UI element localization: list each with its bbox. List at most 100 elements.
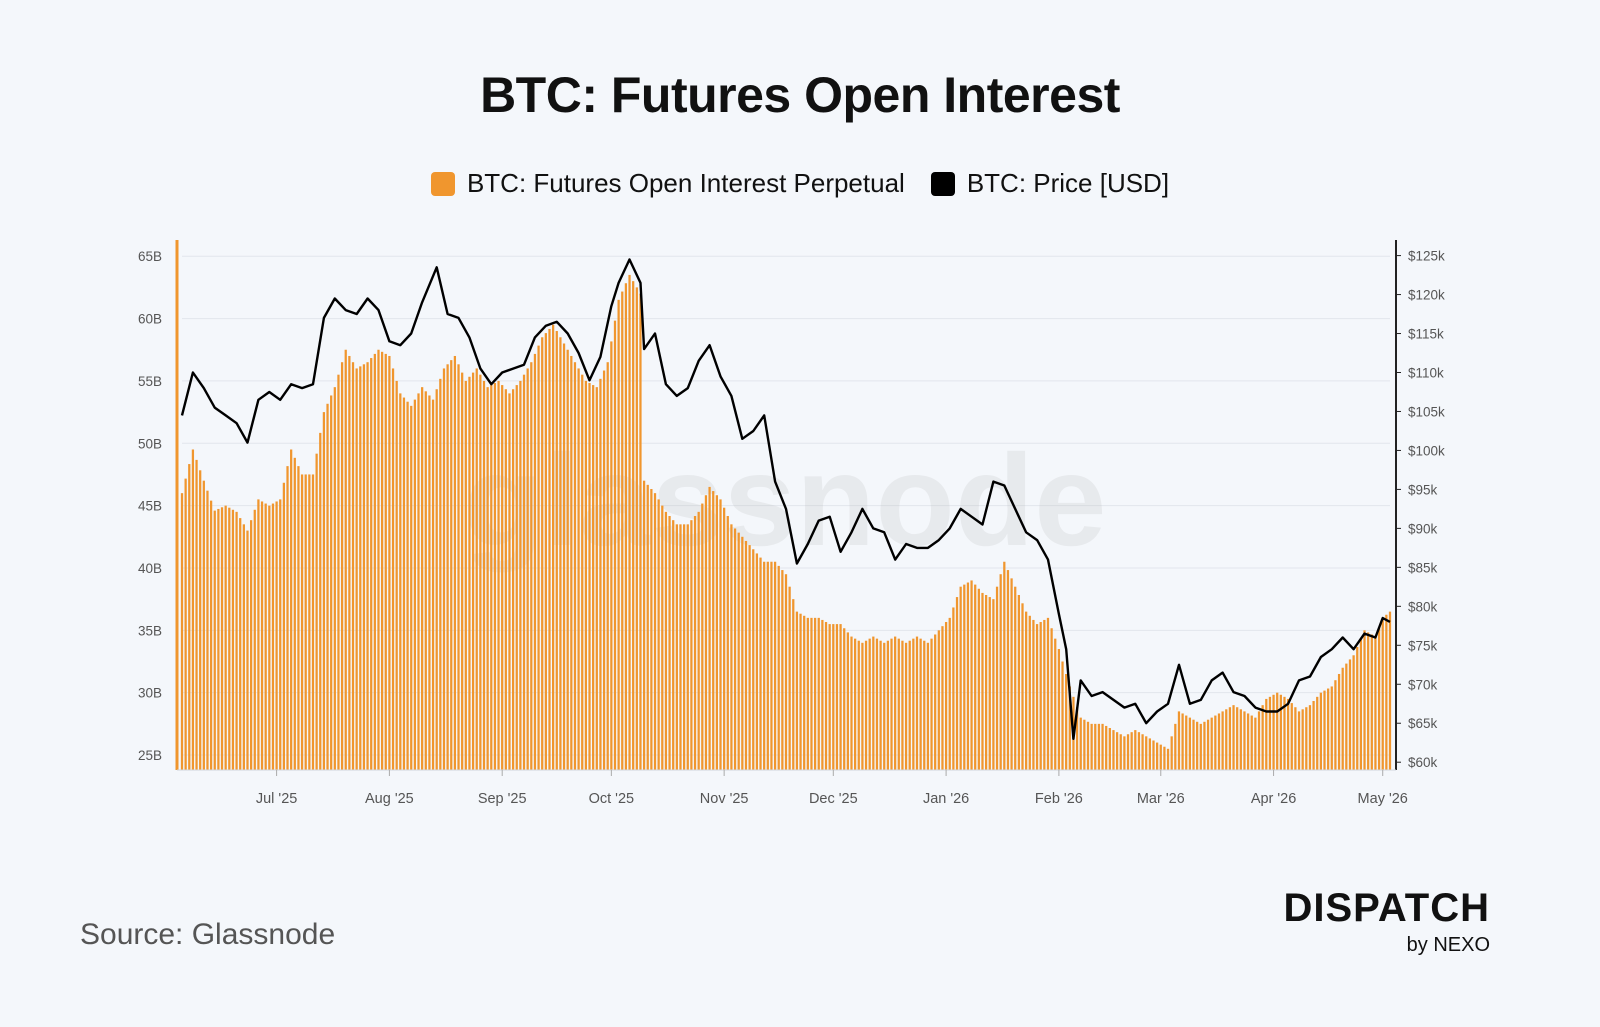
- oi-bar: [1014, 586, 1017, 770]
- oi-bar: [872, 636, 875, 770]
- oi-bar: [355, 368, 358, 770]
- oi-bar: [890, 638, 893, 770]
- oi-bar: [642, 480, 646, 770]
- oi-bar: [566, 349, 569, 770]
- source-label: Source: Glassnode: [80, 918, 336, 951]
- legend-item-open-interest[interactable]: BTC: Futures Open Interest Perpetual: [430, 168, 905, 199]
- oi-bar: [435, 389, 438, 770]
- oi-bar: [260, 501, 264, 770]
- oi-bar: [835, 624, 839, 770]
- oi-bar: [748, 545, 751, 770]
- oi-bar: [1305, 707, 1308, 770]
- oi-bar: [1272, 694, 1275, 770]
- oi-bar: [188, 464, 191, 770]
- oi-bar: [1203, 721, 1206, 770]
- oi-bar: [1257, 711, 1261, 770]
- oi-bar: [1265, 698, 1268, 770]
- oi-bar: [541, 337, 544, 770]
- y-right-tick-label: $80k: [1408, 599, 1438, 614]
- oi-bar: [1108, 728, 1111, 770]
- oi-bar: [1152, 740, 1155, 770]
- oi-bar: [486, 387, 489, 770]
- oi-bar: [1261, 705, 1264, 770]
- oi-bar: [228, 507, 231, 770]
- oi-bar: [552, 324, 555, 770]
- oi-bar: [723, 507, 726, 770]
- oi-bar: [854, 638, 857, 770]
- oi-bar: [1166, 748, 1170, 770]
- oi-bar: [1130, 732, 1133, 770]
- oi-bar: [995, 586, 999, 770]
- oi-bar: [875, 638, 879, 770]
- oi-bar: [544, 333, 547, 770]
- y-right-tick-label: $125k: [1408, 249, 1445, 264]
- oi-bar: [1017, 594, 1020, 770]
- oi-bar: [180, 493, 184, 770]
- x-tick-label: Sep '25: [478, 791, 527, 807]
- oi-bar: [981, 592, 984, 770]
- oi-bar: [1206, 719, 1210, 770]
- oi-bar: [904, 642, 908, 770]
- oi-bar: [632, 281, 635, 770]
- x-tick-label: Oct '25: [589, 791, 634, 807]
- oi-bar: [1228, 707, 1232, 770]
- y-right-tick-label: $115k: [1408, 327, 1444, 342]
- oi-bar: [1126, 734, 1130, 770]
- legend-item-price[interactable]: BTC: Price [USD]: [930, 168, 1169, 199]
- oi-bar: [1225, 709, 1228, 770]
- oi-bar: [599, 378, 602, 770]
- oi-bar: [1083, 719, 1086, 770]
- oi-bar: [1188, 717, 1192, 770]
- oi-bar: [1268, 696, 1272, 770]
- y-left-tick-label: 65B: [138, 249, 162, 264]
- oi-bar: [348, 355, 351, 770]
- y-right-tick-label: $60k: [1408, 755, 1438, 770]
- oi-bar: [1185, 715, 1188, 770]
- oi-bar: [442, 368, 446, 770]
- oi-bar: [901, 640, 904, 770]
- oi-bar: [894, 636, 897, 770]
- oi-bar: [668, 516, 671, 770]
- oi-bar: [1374, 636, 1377, 770]
- oi-bar: [555, 331, 558, 770]
- oi-bar: [526, 368, 529, 770]
- oi-bar: [202, 480, 205, 770]
- oi-bar: [934, 634, 937, 770]
- oi-bar: [944, 622, 948, 770]
- oi-bar: [1065, 673, 1068, 770]
- oi-bar: [1105, 725, 1108, 770]
- oi-bar: [213, 510, 216, 770]
- oi-bar: [1254, 717, 1257, 770]
- oi-bar: [1177, 711, 1181, 770]
- oi-bar: [1217, 713, 1221, 770]
- oi-bar: [912, 638, 915, 770]
- oi-bar: [1276, 692, 1279, 770]
- oi-bar: [1279, 694, 1282, 770]
- oi-bar: [606, 362, 609, 770]
- y-right-tick-label: $70k: [1408, 677, 1438, 692]
- oi-bar: [850, 636, 853, 770]
- oi-bar: [1134, 730, 1137, 770]
- oi-bar: [1250, 715, 1253, 770]
- oi-bar: [559, 337, 562, 770]
- oi-bar: [446, 364, 449, 770]
- oi-bar: [1385, 614, 1388, 770]
- oi-bar: [1363, 630, 1366, 770]
- oi-bar: [377, 349, 380, 770]
- oi-bar: [803, 615, 806, 770]
- oi-bar: [1330, 686, 1333, 770]
- oi-bar: [428, 395, 431, 770]
- oi-bar: [417, 393, 420, 770]
- oi-bar: [784, 574, 788, 770]
- oi-bar: [504, 389, 507, 770]
- oi-bar: [657, 499, 660, 770]
- y-left-tick-label: 40B: [138, 561, 162, 576]
- oi-bar: [1101, 723, 1104, 770]
- oi-bar: [1319, 692, 1322, 770]
- oi-bar: [471, 372, 475, 770]
- oi-bar: [948, 617, 951, 770]
- oi-bar: [250, 520, 253, 770]
- oi-bar: [726, 516, 729, 770]
- oi-bar: [268, 505, 271, 770]
- oi-bar: [970, 580, 973, 770]
